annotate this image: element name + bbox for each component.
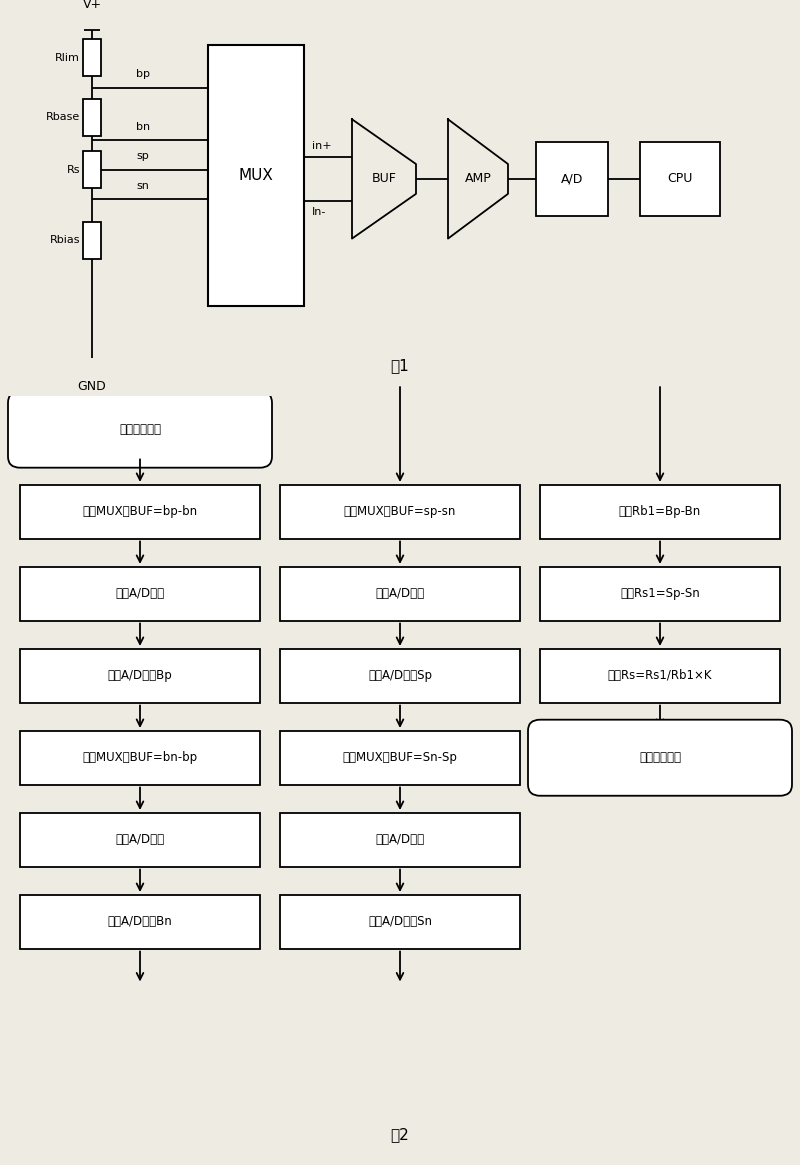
Bar <box>83 40 101 77</box>
FancyBboxPatch shape <box>528 720 792 796</box>
Text: 电阻测试开始: 电阻测试开始 <box>119 423 161 436</box>
Text: 等待A/D转换: 等待A/D转换 <box>375 587 425 600</box>
Text: BUF: BUF <box>371 172 397 185</box>
Bar <box>280 649 520 702</box>
Bar <box>540 567 780 621</box>
Text: AMP: AMP <box>465 172 491 185</box>
Text: Rbase: Rbase <box>46 113 80 122</box>
Text: A/D: A/D <box>561 172 583 185</box>
Text: MUX: MUX <box>238 168 274 183</box>
Text: Rs: Rs <box>66 164 80 175</box>
Bar <box>280 730 520 784</box>
Text: 等待A/D转换: 等待A/D转换 <box>115 587 165 600</box>
Bar <box>20 485 260 538</box>
Bar <box>83 99 101 136</box>
Text: 等待A/D转换: 等待A/D转换 <box>115 833 165 846</box>
Text: 控制MUX使BUF=Sn-Sp: 控制MUX使BUF=Sn-Sp <box>342 751 458 764</box>
Text: 电阻测试结束: 电阻测试结束 <box>639 751 681 764</box>
Text: sn: sn <box>136 182 149 191</box>
Text: Rlim: Rlim <box>55 52 80 63</box>
Text: 计算Rb1=Bp-Bn: 计算Rb1=Bp-Bn <box>619 506 701 518</box>
Text: bp: bp <box>136 70 150 79</box>
Text: 控制MUX使BUF=bp-bn: 控制MUX使BUF=bp-bn <box>82 506 198 518</box>
Text: sp: sp <box>136 151 149 162</box>
Bar <box>20 895 260 948</box>
Text: in+: in+ <box>312 141 332 151</box>
Text: V+: V+ <box>82 0 102 12</box>
Text: bn: bn <box>136 121 150 132</box>
Text: 计算Rs=Rs1/Rb1×K: 计算Rs=Rs1/Rb1×K <box>608 669 712 683</box>
Text: 等待A/D转换: 等待A/D转换 <box>375 833 425 846</box>
Bar <box>83 221 101 259</box>
Bar <box>640 142 720 217</box>
Text: Rbias: Rbias <box>50 235 80 246</box>
Bar <box>20 567 260 621</box>
Bar <box>280 485 520 538</box>
Bar <box>536 142 608 217</box>
Text: 读取A/D结果Bp: 读取A/D结果Bp <box>108 669 172 683</box>
Text: 图2: 图2 <box>390 1127 410 1142</box>
Bar <box>280 567 520 621</box>
Text: 图1: 图1 <box>390 358 410 373</box>
Text: In-: In- <box>312 207 326 217</box>
Text: GND: GND <box>78 380 106 394</box>
Bar <box>20 730 260 784</box>
Bar <box>83 151 101 189</box>
Bar <box>280 895 520 948</box>
Text: 计算Rs1=Sp-Sn: 计算Rs1=Sp-Sn <box>620 587 700 600</box>
Bar <box>540 485 780 538</box>
Text: 控制MUX使BUF=bn-bp: 控制MUX使BUF=bn-bp <box>82 751 198 764</box>
Bar <box>20 649 260 702</box>
Text: 读取A/D结果Sp: 读取A/D结果Sp <box>368 669 432 683</box>
Bar <box>540 649 780 702</box>
Text: 读取A/D结果Bn: 读取A/D结果Bn <box>108 916 172 929</box>
Bar <box>280 813 520 867</box>
Text: 读取A/D结果Sn: 读取A/D结果Sn <box>368 916 432 929</box>
Bar <box>20 813 260 867</box>
Bar <box>208 44 304 305</box>
Text: CPU: CPU <box>667 172 693 185</box>
Text: 控制MUX使BUF=sp-sn: 控制MUX使BUF=sp-sn <box>344 506 456 518</box>
FancyBboxPatch shape <box>8 391 272 467</box>
